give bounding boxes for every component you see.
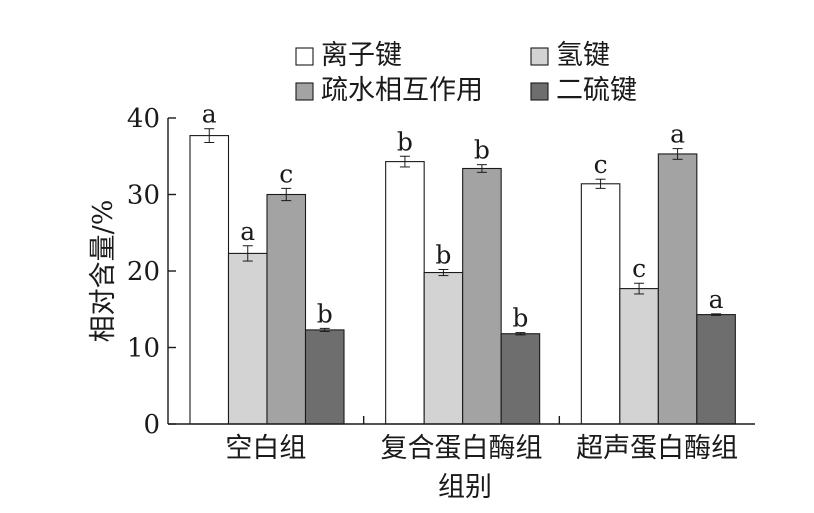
bar: [189, 135, 230, 425]
legend-item: 氢键: [530, 40, 610, 71]
y-tick-label: 10: [127, 334, 160, 364]
y-tick-label: 0: [143, 410, 160, 440]
significance-label: b: [397, 127, 413, 156]
bar: [619, 288, 659, 425]
significance-label: a: [240, 217, 255, 246]
x-axis-label: 组别: [438, 472, 492, 503]
significance-label: c: [632, 254, 646, 283]
significance-label: a: [670, 120, 685, 149]
bar: [462, 167, 502, 425]
x-tick-label: 超声蛋白酶组: [576, 433, 738, 464]
legend-swatch: [295, 47, 314, 66]
legend-swatch: [530, 82, 549, 101]
significance-label: a: [202, 100, 217, 129]
legend-label: 疏水相互作用: [321, 75, 483, 106]
significance-label: c: [594, 150, 608, 179]
legend-label: 离子键: [321, 40, 402, 71]
significance-label: b: [317, 299, 333, 328]
y-tick-label: 30: [127, 181, 160, 211]
legend-swatch: [295, 82, 314, 101]
y-tick-label: 20: [127, 257, 160, 287]
bar: [385, 161, 425, 425]
significance-label: b: [474, 136, 490, 165]
significance-label: b: [435, 240, 451, 269]
significance-label: a: [709, 285, 724, 314]
legend-item: 离子键: [295, 40, 402, 71]
bar: [580, 183, 621, 425]
significance-label: b: [512, 304, 528, 333]
legend-swatch: [530, 47, 549, 66]
bar: [423, 271, 464, 425]
x-tick-label: 复合蛋白酶组: [381, 433, 543, 464]
legend-label: 氢键: [556, 40, 610, 71]
axes: 0 10 20 30 40 空白组 复合蛋白酶组 超声蛋白酶组: [127, 104, 755, 464]
bar: [304, 329, 345, 425]
bar: [657, 153, 698, 425]
y-tick-label: 40: [127, 104, 160, 134]
y-axis-label: 相对含量/%: [88, 200, 119, 343]
bar: [696, 314, 736, 425]
bar: [227, 252, 268, 425]
x-tick-label: 空白组: [225, 433, 306, 464]
legend-label: 二硫键: [556, 75, 637, 106]
bar: [266, 193, 307, 425]
bar: [500, 333, 541, 425]
legend-item: 二硫键: [530, 75, 637, 106]
significance-label: c: [279, 159, 293, 188]
legend-item: 疏水相互作用: [295, 75, 483, 106]
